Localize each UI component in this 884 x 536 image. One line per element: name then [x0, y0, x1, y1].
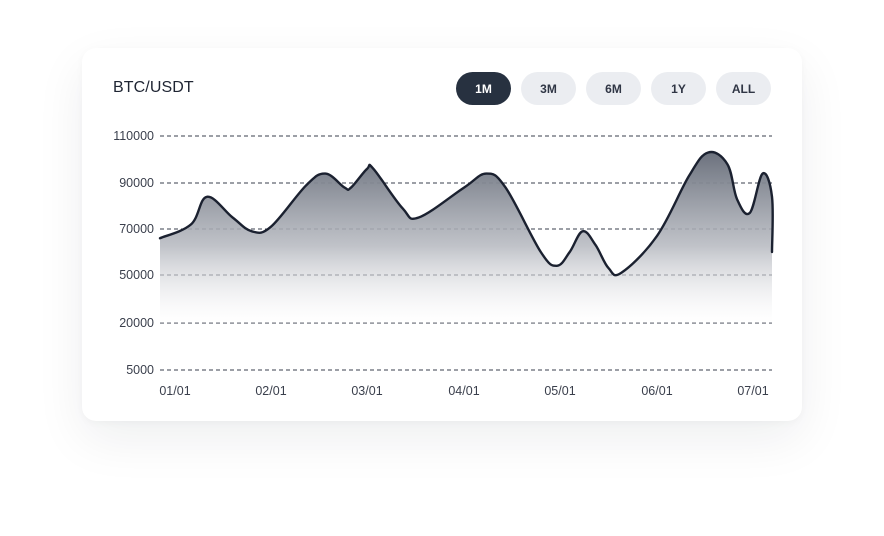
range-button-3m[interactable]: 3M — [521, 72, 576, 105]
range-button-6m[interactable]: 6M — [586, 72, 641, 105]
y-tick-label: 50000 — [119, 268, 154, 282]
x-tick-label: 03/01 — [351, 384, 382, 398]
chart-card: 110000 90000 70000 50000 20000 5000 01/01 02/0… — [82, 48, 802, 421]
chart-title: BTC/USDT — [113, 79, 194, 96]
area-layer — [158, 150, 774, 323]
y-tick-label: 20000 — [119, 316, 154, 330]
range-button-1m[interactable]: 1M — [456, 72, 511, 105]
series-area — [160, 152, 773, 323]
y-tick-label: 90000 — [119, 176, 154, 190]
series-line — [158, 150, 774, 277]
x-tick-label: 05/01 — [544, 384, 575, 398]
x-axis: 01/01 02/01 03/01 04/01 05/01 06/01 07/01 — [159, 384, 768, 398]
x-tick-label: 06/01 — [641, 384, 672, 398]
x-tick-label: 01/01 — [159, 384, 190, 398]
x-tick-label: 02/01 — [255, 384, 286, 398]
price-chart: 110000 90000 70000 50000 20000 5000 01/01 02/0… — [113, 129, 774, 398]
x-tick-label: 07/01 — [737, 384, 768, 398]
range-button-1y[interactable]: 1Y — [651, 72, 706, 105]
y-axis: 110000 90000 70000 50000 20000 5000 — [113, 129, 154, 377]
x-tick-label: 04/01 — [448, 384, 479, 398]
range-button-all[interactable]: ALL — [716, 72, 771, 105]
y-tick-label: 110000 — [113, 129, 154, 143]
y-tick-label: 5000 — [126, 363, 154, 377]
y-tick-label: 70000 — [119, 222, 154, 236]
